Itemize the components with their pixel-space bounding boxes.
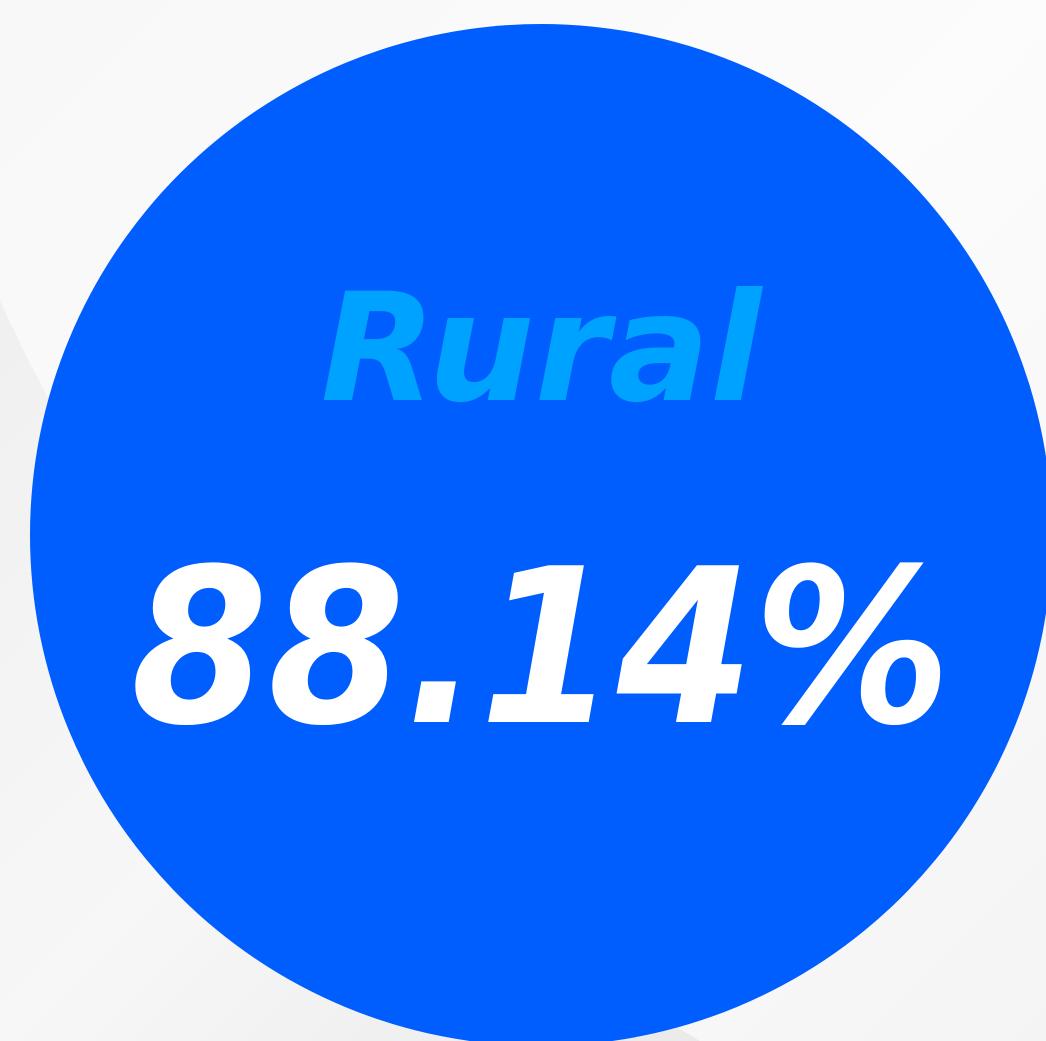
label: Rural (321, 262, 764, 436)
circle (30, 24, 1046, 1041)
value: 88.14% (131, 522, 951, 773)
